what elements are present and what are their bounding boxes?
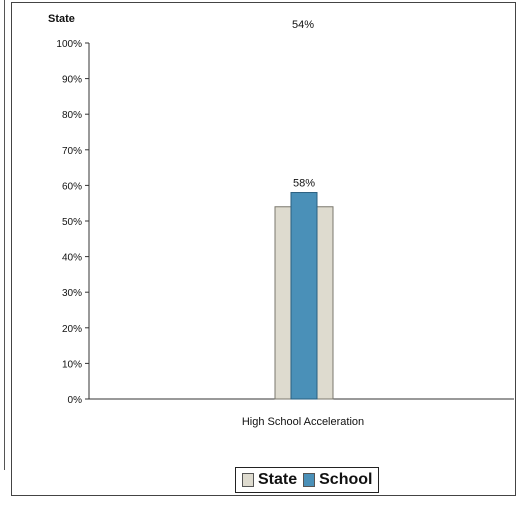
- y-tick-label: 40%: [62, 253, 82, 264]
- left-page-border: [4, 0, 5, 470]
- y-tick-label: 90%: [62, 75, 82, 86]
- y-axis-title: State: [48, 13, 75, 25]
- y-tick-label: 0%: [68, 395, 83, 406]
- bar-data-label-school: 58%: [293, 178, 315, 190]
- y-tick-label: 70%: [62, 146, 82, 157]
- legend-label-state: State: [258, 471, 298, 488]
- legend-label-school: School: [319, 471, 373, 488]
- legend-item-state: State: [242, 471, 297, 489]
- y-tick-label: 80%: [62, 110, 82, 121]
- legend-swatch-school: [303, 473, 316, 487]
- y-tick-label: 100%: [56, 39, 82, 50]
- y-tick-label: 30%: [62, 288, 82, 299]
- x-category-label: High School Acceleration: [242, 416, 364, 428]
- legend-item-school: School: [303, 471, 372, 489]
- y-tick-label: 50%: [62, 217, 82, 228]
- y-tick-label: 10%: [62, 359, 82, 370]
- y-tick-label: 60%: [62, 181, 82, 192]
- y-tick-label: 20%: [62, 324, 82, 335]
- top-annotation: 54%: [292, 19, 314, 31]
- legend-swatch-state: [242, 473, 254, 487]
- chart-legend: State School: [235, 467, 380, 493]
- bar-school: [290, 192, 318, 400]
- chart-frame: [11, 2, 516, 496]
